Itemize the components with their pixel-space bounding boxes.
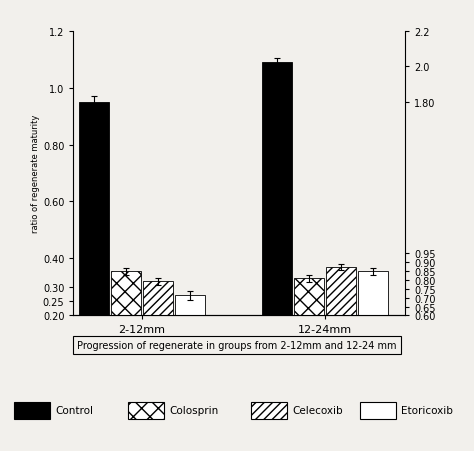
Text: Celecoxib: Celecoxib — [292, 405, 343, 415]
Text: Colosprin: Colosprin — [169, 405, 219, 415]
Text: Control: Control — [55, 405, 93, 415]
Text: Progression of regenerate in groups from 2-12mm and 12-24 mm: Progression of regenerate in groups from… — [77, 340, 397, 350]
Bar — [262, 63, 292, 373]
Bar — [111, 272, 141, 373]
Bar — [175, 296, 205, 373]
Y-axis label: ratio of regenerate maturity: ratio of regenerate maturity — [31, 115, 40, 233]
Bar — [143, 281, 173, 373]
Bar — [294, 279, 324, 373]
Bar — [79, 103, 109, 373]
Text: Etoricoxib: Etoricoxib — [401, 405, 453, 415]
Bar — [358, 272, 389, 373]
Bar — [326, 267, 356, 373]
